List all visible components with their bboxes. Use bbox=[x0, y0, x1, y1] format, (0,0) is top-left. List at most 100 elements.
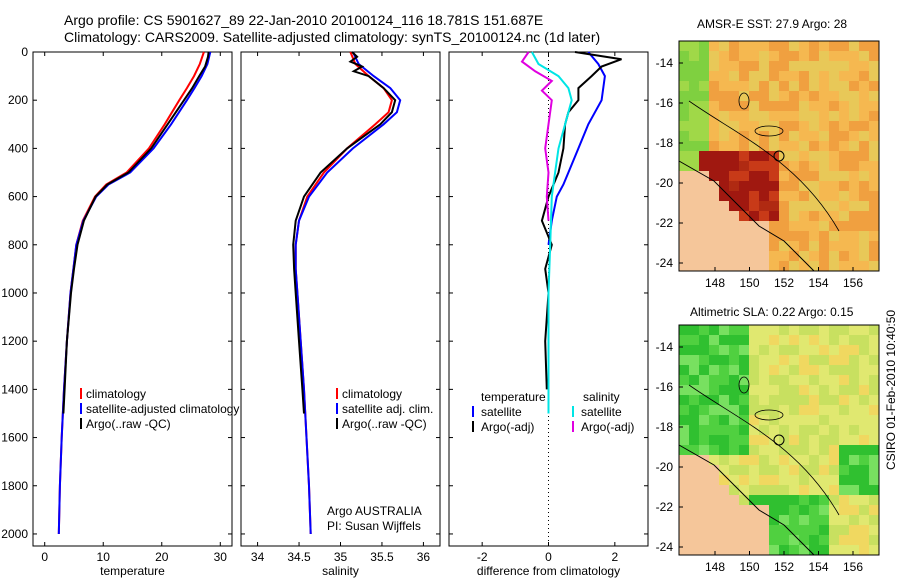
map-cell bbox=[869, 211, 879, 221]
map-cell bbox=[749, 81, 759, 91]
map-cell bbox=[699, 171, 709, 181]
map-cell bbox=[849, 385, 859, 395]
map-cell bbox=[679, 425, 689, 435]
map-cell bbox=[679, 485, 689, 495]
map-cell bbox=[819, 141, 829, 151]
map-cell bbox=[869, 51, 879, 61]
map-cell bbox=[679, 191, 689, 201]
map-cell bbox=[679, 91, 689, 101]
map-cell bbox=[839, 161, 849, 171]
map-cell bbox=[739, 435, 749, 445]
map-cell bbox=[679, 181, 689, 191]
x-tick-label: 30 bbox=[214, 550, 228, 564]
map-cell bbox=[829, 161, 839, 171]
map-cell bbox=[829, 485, 839, 495]
map-cell bbox=[699, 71, 709, 81]
map-cell bbox=[849, 535, 859, 545]
map-cell bbox=[869, 485, 879, 495]
map-cell bbox=[869, 425, 879, 435]
map-cell bbox=[849, 101, 859, 111]
map-cell bbox=[719, 455, 729, 465]
map-cell bbox=[699, 211, 709, 221]
map-cell bbox=[749, 261, 759, 271]
map-x-tick-label: 154 bbox=[808, 276, 828, 290]
map-cell bbox=[709, 525, 719, 535]
map-cell bbox=[799, 251, 809, 261]
map-cell bbox=[769, 231, 779, 241]
map-cell bbox=[799, 181, 809, 191]
map-cell bbox=[869, 355, 879, 365]
map-cell bbox=[869, 395, 879, 405]
map-cell bbox=[679, 455, 689, 465]
map-cell bbox=[829, 495, 839, 505]
map-cell bbox=[789, 51, 799, 61]
map-cell bbox=[869, 261, 879, 271]
map-cell bbox=[849, 425, 859, 435]
map-cell bbox=[739, 111, 749, 121]
map-cell bbox=[679, 211, 689, 221]
map-cell bbox=[789, 465, 799, 475]
map-cell bbox=[739, 485, 749, 495]
map-cell bbox=[789, 151, 799, 161]
map-cell bbox=[819, 455, 829, 465]
map-cell bbox=[749, 475, 759, 485]
map-cell bbox=[769, 181, 779, 191]
map-cell bbox=[819, 365, 829, 375]
map-cell bbox=[729, 61, 739, 71]
map-cell bbox=[789, 71, 799, 81]
map-cell bbox=[759, 111, 769, 121]
map-cell bbox=[869, 41, 879, 51]
map-cell bbox=[709, 41, 719, 51]
map-cell bbox=[829, 415, 839, 425]
reef-outline bbox=[754, 125, 784, 137]
map-cell bbox=[809, 41, 819, 51]
map-cell bbox=[709, 435, 719, 445]
map-cell bbox=[699, 525, 709, 535]
map-cell bbox=[819, 41, 829, 51]
map-cell bbox=[779, 131, 789, 141]
map-cell bbox=[829, 405, 839, 415]
map-cell bbox=[859, 241, 869, 251]
map-cell bbox=[689, 355, 699, 365]
map-cell bbox=[779, 545, 789, 555]
map-y-tick-label: -24 bbox=[656, 540, 674, 554]
map-cell bbox=[709, 151, 719, 161]
map-cell bbox=[869, 535, 879, 545]
map-cell bbox=[769, 51, 779, 61]
map-cell bbox=[839, 525, 849, 535]
map-cell bbox=[819, 475, 829, 485]
map-cell bbox=[679, 395, 689, 405]
map-cell bbox=[709, 91, 719, 101]
map-cell bbox=[849, 345, 859, 355]
map-cell bbox=[819, 495, 829, 505]
map-cell bbox=[869, 161, 879, 171]
map-cell bbox=[849, 111, 859, 121]
map-cell bbox=[759, 231, 769, 241]
map-cell bbox=[699, 251, 709, 261]
map-cell bbox=[869, 71, 879, 81]
map-cell bbox=[769, 61, 779, 71]
map-cell bbox=[729, 71, 739, 81]
map-cell bbox=[689, 191, 699, 201]
map-cell bbox=[769, 365, 779, 375]
map-cell bbox=[819, 435, 829, 445]
map-cell bbox=[769, 111, 779, 121]
sst-map-title: AMSR-E SST: 27.9 Argo: 28 bbox=[697, 17, 848, 31]
map-cell bbox=[709, 405, 719, 415]
map-cell bbox=[779, 335, 789, 345]
map-cell bbox=[699, 545, 709, 555]
map-cell bbox=[689, 151, 699, 161]
map-cell bbox=[719, 201, 729, 211]
map-x-tick-label: 156 bbox=[843, 560, 863, 574]
map-cell bbox=[699, 535, 709, 545]
map-cell bbox=[819, 211, 829, 221]
map-cell bbox=[729, 455, 739, 465]
map-cell bbox=[719, 251, 729, 261]
map-cell bbox=[689, 535, 699, 545]
map-cell bbox=[729, 191, 739, 201]
map-cell bbox=[809, 141, 819, 151]
map-cell bbox=[729, 445, 739, 455]
map-cell bbox=[769, 335, 779, 345]
map-cell bbox=[699, 51, 709, 61]
map-cell bbox=[839, 535, 849, 545]
